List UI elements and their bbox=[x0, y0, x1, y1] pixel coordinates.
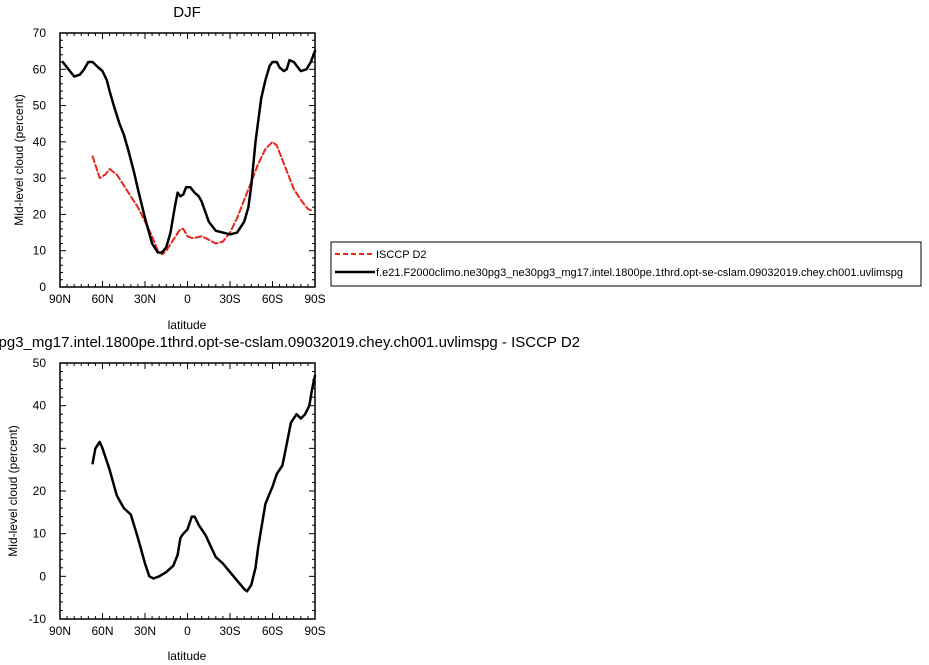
x-tick-label: 30N bbox=[134, 292, 156, 306]
bottom-chart-series-line-0 bbox=[91, 374, 317, 593]
y-tick-label: 40 bbox=[33, 135, 47, 149]
top-chart-series bbox=[61, 49, 317, 256]
x-tick-label: 60S bbox=[262, 292, 283, 306]
y-tick-label: 70 bbox=[33, 26, 47, 40]
x-tick-label: 0 bbox=[184, 624, 191, 638]
y-tick-label: 30 bbox=[33, 441, 47, 455]
y-tick-label: 0 bbox=[39, 569, 46, 583]
bottom-chart-title: f.e21.F2000climo.ne30pg3_ne30pg3_mg17.in… bbox=[0, 334, 580, 351]
top-chart-series-line-1 bbox=[61, 49, 317, 254]
y-tick-label: 20 bbox=[33, 207, 47, 221]
x-tick-label: 90N bbox=[49, 292, 71, 306]
bottom-chart-y-axis-label: Mid-level cloud (percent) bbox=[6, 425, 20, 556]
x-tick-label: 60N bbox=[91, 292, 113, 306]
y-tick-label: 10 bbox=[33, 527, 47, 541]
top-chart-title: DJF bbox=[173, 4, 201, 21]
bottom-chart-panel: f.e21.F2000climo.ne30pg3_ne30pg3_mg17.in… bbox=[0, 334, 580, 663]
top-chart-x-axis-label: latitude bbox=[168, 318, 207, 332]
x-tick-label: 0 bbox=[184, 292, 191, 306]
y-tick-label: 40 bbox=[33, 399, 47, 413]
top-chart-ticks: 90N 60N 30N 0 30S 60S 90S 0 10 20 30 40 50 60 70 bbox=[33, 26, 326, 306]
y-tick-label: 60 bbox=[33, 62, 47, 76]
legend-entry-model: f.e21.F2000climo.ne30pg3_ne30pg3_mg17.in… bbox=[335, 267, 903, 279]
x-tick-label: 60S bbox=[262, 624, 283, 638]
x-tick-label: 90N bbox=[49, 624, 71, 638]
top-chart-panel: DJF 90N 60N 30N 0 30S 60S 90S 0 10 20 30 40 50 60 70 l… bbox=[12, 4, 326, 332]
bottom-chart-plot-frame bbox=[59, 362, 316, 620]
legend-entry-observations: ISCCP D2 bbox=[335, 249, 427, 261]
y-tick-label: 0 bbox=[39, 280, 46, 294]
y-tick-label: -10 bbox=[29, 612, 47, 626]
x-tick-label: 30S bbox=[219, 624, 240, 638]
x-tick-label: 90S bbox=[304, 292, 325, 306]
legend-box bbox=[330, 241, 922, 287]
legend-label-model: f.e21.F2000climo.ne30pg3_ne30pg3_mg17.in… bbox=[376, 267, 903, 279]
y-tick-label: 10 bbox=[33, 244, 47, 258]
top-chart-series-line-0 bbox=[91, 140, 314, 256]
top-chart-y-axis-label: Mid-level cloud (percent) bbox=[12, 94, 26, 225]
y-tick-label: 30 bbox=[33, 171, 47, 185]
top-chart-plot-frame bbox=[59, 32, 316, 288]
bottom-chart-x-axis-label: latitude bbox=[168, 649, 207, 663]
x-tick-label: 30N bbox=[134, 624, 156, 638]
legend-label-observations: ISCCP D2 bbox=[376, 249, 427, 261]
x-tick-label: 90S bbox=[304, 624, 325, 638]
y-tick-label: 20 bbox=[33, 484, 47, 498]
x-tick-label: 30S bbox=[219, 292, 240, 306]
x-tick-label: 60N bbox=[91, 624, 113, 638]
bottom-chart-series bbox=[91, 374, 317, 593]
y-tick-label: 50 bbox=[33, 356, 47, 370]
bottom-chart-ticks: 90N 60N 30N 0 30S 60S 90S -10 0 10 20 30 40 50 bbox=[29, 356, 326, 638]
top-chart-legend: ISCCP D2 f.e21.F2000climo.ne30pg3_ne30pg… bbox=[330, 241, 922, 287]
y-tick-label: 50 bbox=[33, 99, 47, 113]
